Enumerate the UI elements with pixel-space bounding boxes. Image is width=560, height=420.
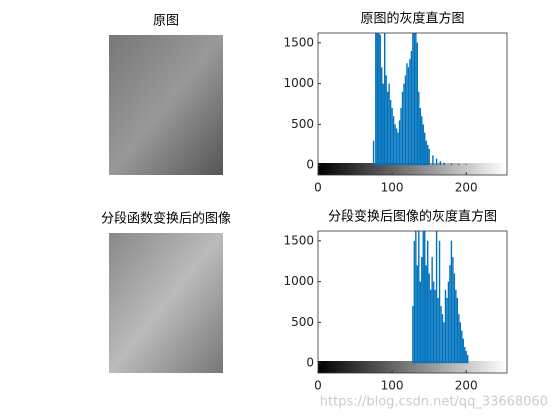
chart-title: 分段函数变换后的图像: [101, 211, 231, 227]
chart-title: 原图的灰度直方图: [360, 11, 464, 27]
y-tick-label: 1500: [283, 35, 314, 49]
y-tick-label: 1500: [283, 233, 314, 247]
y-tick-label: 0: [306, 356, 314, 370]
x-tick-label: 200: [455, 181, 478, 195]
x-tick-label: 0: [314, 379, 322, 393]
axes-box: [317, 230, 508, 374]
chart-title: 分段变换后图像的灰度直方图: [328, 209, 497, 225]
y-tick-label: 500: [291, 117, 314, 131]
x-tick-label: 100: [381, 181, 404, 195]
image: [109, 35, 223, 175]
y-tick-label: 500: [291, 315, 314, 329]
y-tick-label: 1000: [283, 274, 314, 288]
y-tick-label: 0: [306, 158, 314, 172]
x-tick-label: 100: [381, 379, 404, 393]
x-tick-label: 0: [314, 181, 322, 195]
y-tick-label: 1000: [283, 76, 314, 90]
image: [109, 233, 223, 373]
axes-box: [317, 32, 508, 176]
gray-bar: [318, 163, 507, 175]
x-tick-label: 200: [455, 379, 478, 393]
gray-bar: [318, 361, 507, 373]
watermark: https://blog.csdn.net/qq_33668060: [320, 395, 548, 410]
chart-title: 原图: [153, 14, 179, 29]
stems: [412, 231, 469, 364]
stems: [372, 33, 467, 166]
